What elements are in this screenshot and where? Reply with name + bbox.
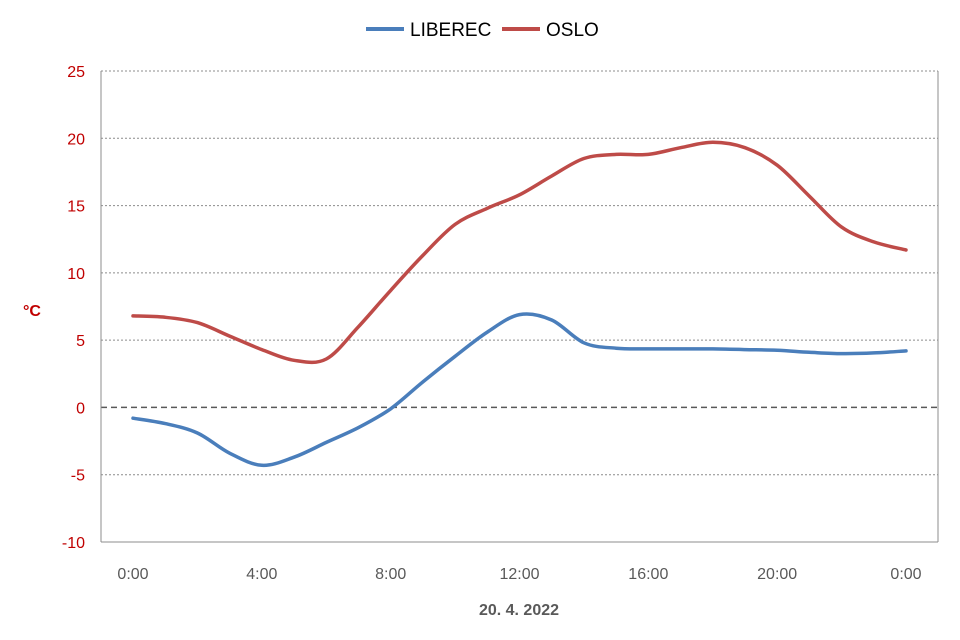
x-axis-label: 20. 4. 2022 xyxy=(479,602,559,619)
x-tick-label: 8:00 xyxy=(375,566,406,583)
legend: LIBEREC OSLO xyxy=(366,20,599,41)
y-tick-label: 0 xyxy=(76,400,85,417)
y-tick-labels: -10 -5 0 5 10 15 20 25 xyxy=(62,64,85,552)
x-tick-label: 16:00 xyxy=(628,566,668,583)
y-tick-label: 20 xyxy=(67,131,85,148)
x-tick-label: 20:00 xyxy=(757,566,797,583)
axes xyxy=(100,71,939,543)
y-tick-label: 5 xyxy=(76,333,85,350)
series-line-oslo xyxy=(131,140,908,365)
x-tick-label: 4:00 xyxy=(246,566,277,583)
y-tick-label: -10 xyxy=(62,535,85,552)
series-lines xyxy=(131,140,908,468)
series-line-liberec xyxy=(131,312,908,468)
y-tick-label: -5 xyxy=(71,468,85,485)
x-tick-label: 0:00 xyxy=(890,566,921,583)
y-tick-label: 25 xyxy=(67,64,85,81)
x-tick-labels: 0:00 4:00 8:00 12:00 16:00 20:00 0:00 xyxy=(117,566,921,583)
x-tick-label: 12:00 xyxy=(499,566,539,583)
legend-label-liberec: LIBEREC xyxy=(410,20,491,41)
legend-label-oslo: OSLO xyxy=(546,20,599,41)
y-tick-label: 10 xyxy=(67,266,85,283)
x-tick-label: 0:00 xyxy=(117,566,148,583)
y-tick-label: 15 xyxy=(67,199,85,216)
y-axis-label: °C xyxy=(23,303,41,320)
grid-lines xyxy=(101,70,938,543)
